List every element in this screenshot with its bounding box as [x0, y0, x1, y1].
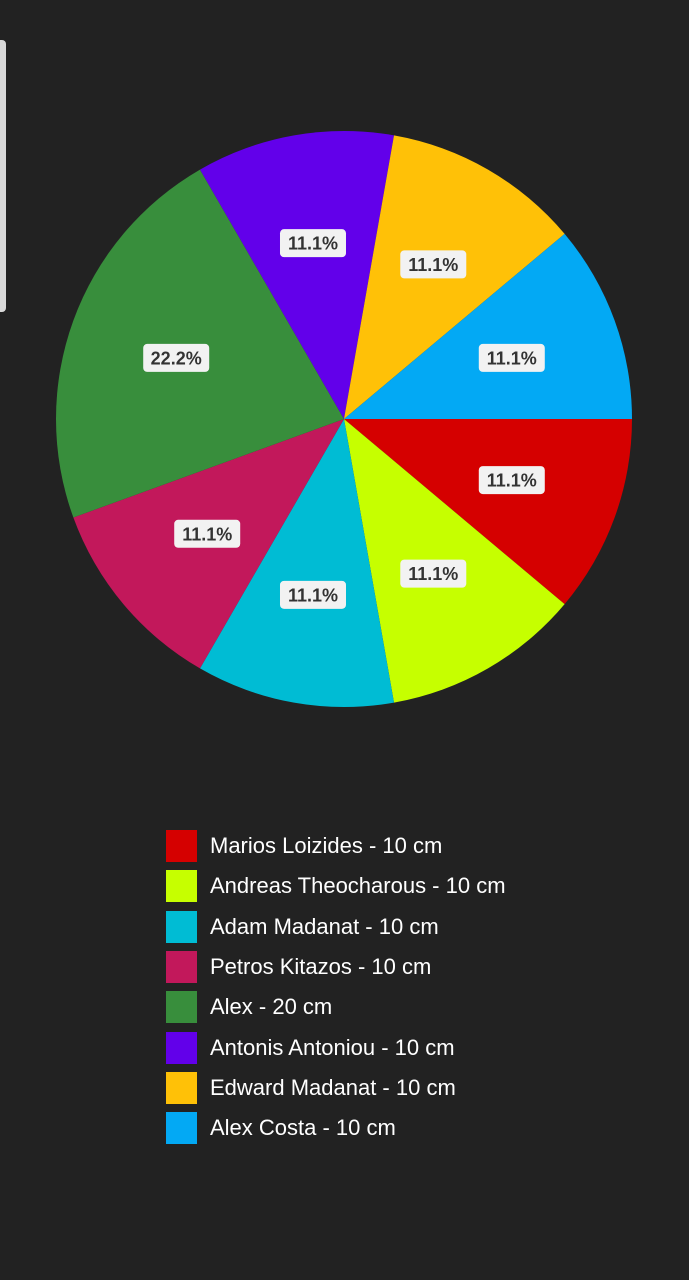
legend-item[interactable]: Antonis Antoniou - 10 cm [166, 1027, 506, 1067]
legend-item[interactable]: Adam Madanat - 10 cm [166, 907, 506, 947]
legend-label: Edward Madanat - 10 cm [210, 1074, 456, 1100]
legend-swatch [166, 951, 197, 984]
legend-swatch [166, 830, 197, 863]
legend-swatch [166, 910, 197, 943]
slice-percent-text: 11.1% [182, 524, 232, 544]
legend-swatch [166, 1112, 197, 1145]
slice-percent-label: 11.1% [174, 519, 241, 548]
slice-percent-label: 11.1% [279, 229, 346, 258]
pie-slice[interactable] [344, 233, 632, 419]
slice-percent-label-bg [174, 519, 241, 548]
legend-item[interactable]: Edward Madanat - 10 cm [166, 1068, 506, 1108]
slice-percent-label-bg [279, 229, 346, 258]
slice-percent-label-bg [478, 466, 545, 495]
slice-percent-label: 11.1% [400, 250, 467, 279]
legend-label: Andreas Theocharous - 10 cm [210, 873, 506, 899]
legend-item[interactable]: Alex Costa - 10 cm [166, 1108, 506, 1148]
slice-percent-label: 11.1% [478, 466, 545, 495]
slice-percent-label: 11.1% [478, 343, 545, 372]
slice-percent-text: 11.1% [487, 471, 537, 491]
slice-percent-label-bg [478, 343, 545, 372]
legend-item[interactable]: Andreas Theocharous - 10 cm [166, 866, 506, 906]
legend-item[interactable]: Petros Kitazos - 10 cm [166, 947, 506, 987]
scroll-indicator[interactable] [0, 40, 6, 312]
pie-slice[interactable] [200, 419, 395, 707]
slice-percent-text: 11.1% [487, 348, 537, 368]
legend-label: Adam Madanat - 10 cm [210, 913, 439, 939]
legend-swatch [166, 1031, 197, 1064]
legend-swatch [166, 1071, 197, 1104]
slice-percent-label: 22.2% [143, 343, 210, 372]
pie-slice[interactable] [200, 131, 395, 419]
pie-chart: 11.1% 11.1% 11.1% 11.1% 22.2% 11.1% 11.1% 11.1% [55, 131, 632, 707]
slice-percent-label-bg [279, 580, 346, 609]
pie-slice[interactable] [55, 169, 344, 518]
pie-slice[interactable] [344, 419, 632, 605]
legend: Marios Loizides - 10 cm Andreas Theocharo… [166, 826, 506, 1148]
slice-percent-label: 11.1% [279, 580, 346, 609]
slice-percent-text: 11.1% [288, 234, 338, 254]
legend-label: Alex - 20 cm [210, 994, 333, 1020]
legend-label: Antonis Antoniou - 10 cm [210, 1034, 455, 1060]
legend-swatch [166, 870, 197, 903]
slice-percent-label-bg [143, 343, 210, 372]
legend-item[interactable]: Alex - 20 cm [166, 987, 506, 1027]
legend-item[interactable]: Marios Loizides - 10 cm [166, 826, 506, 866]
legend-swatch [166, 991, 197, 1024]
legend-label: Marios Loizides - 10 cm [210, 833, 443, 859]
legend-label: Alex Costa - 10 cm [210, 1115, 396, 1141]
slice-percent-label: 11.1% [400, 559, 467, 588]
legend-label: Petros Kitazos - 10 cm [210, 954, 432, 980]
slice-percent-text: 22.2% [151, 348, 202, 368]
slice-percent-text: 11.1% [408, 564, 458, 584]
slice-percent-text: 11.1% [288, 585, 338, 605]
slice-percent-label-bg [400, 250, 467, 279]
slice-percent-text: 11.1% [408, 255, 458, 275]
slice-percent-label-bg [400, 559, 467, 588]
